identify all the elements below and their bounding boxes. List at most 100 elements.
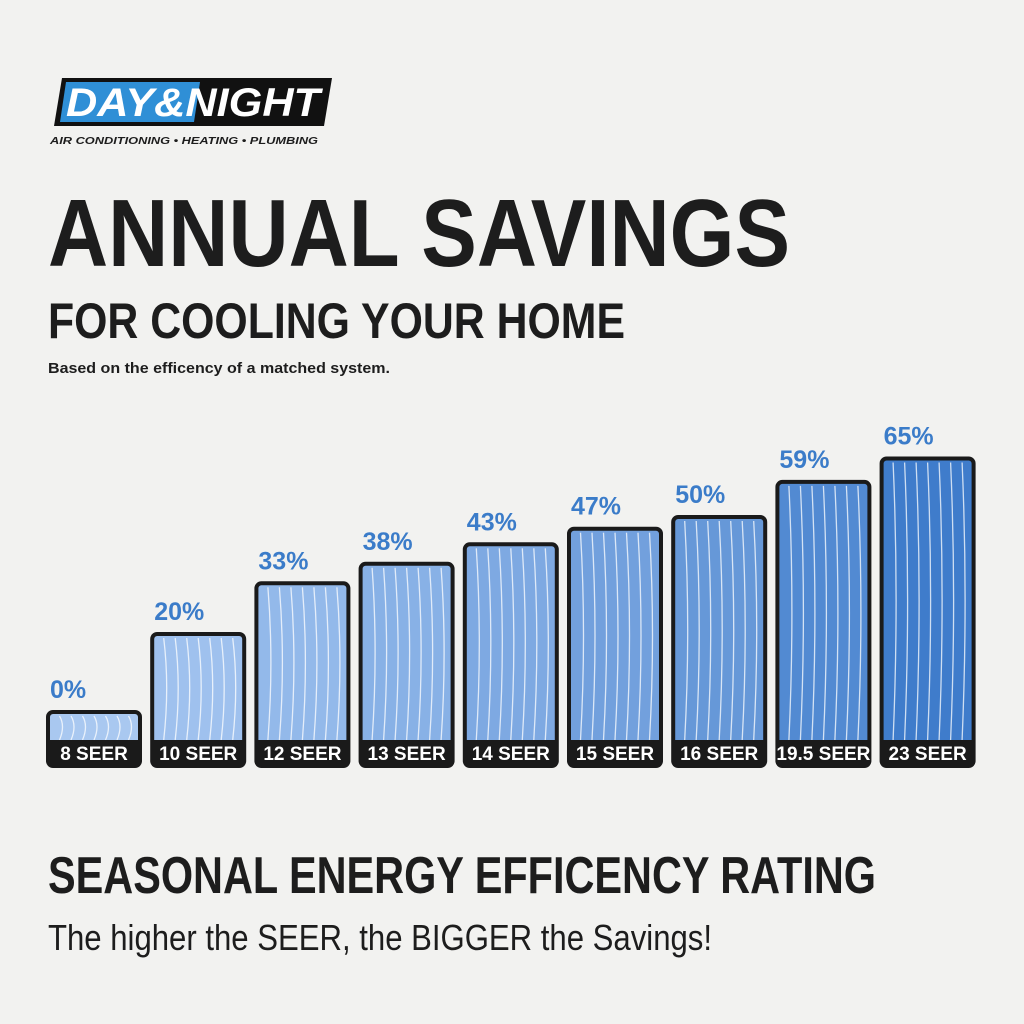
value-label: 20% <box>154 598 204 626</box>
subtitle: FOR COOLING YOUR HOME <box>48 293 625 349</box>
logo-accent <box>60 82 200 122</box>
bar-texture <box>209 637 214 741</box>
bar-texture <box>116 715 121 741</box>
bar-texture <box>220 637 225 741</box>
bar-texture <box>718 520 723 741</box>
bar-texture <box>197 637 202 741</box>
bar-texture <box>915 462 920 741</box>
bar-texture <box>313 587 318 741</box>
bar-texture <box>544 548 549 741</box>
bar-texture <box>440 567 445 741</box>
category-label: 8 SEER <box>60 744 128 765</box>
bar-texture <box>579 532 585 741</box>
bar-texture <box>104 715 110 741</box>
category-strip <box>777 740 870 766</box>
bar-texture <box>58 715 64 741</box>
bar-texture <box>324 587 330 741</box>
footer-title: SEASONAL ENERGY EFFICENCY RATING <box>48 847 876 905</box>
bar <box>879 456 976 768</box>
bar-texture <box>510 548 515 741</box>
bar-texture <box>949 462 955 741</box>
bar-texture <box>487 548 492 741</box>
category-strip <box>673 740 766 766</box>
bar-texture <box>336 587 341 741</box>
bar-texture <box>93 715 98 741</box>
bar-texture <box>892 462 897 741</box>
bar-texture <box>301 587 307 741</box>
category-strip <box>360 740 453 766</box>
logo-name: DAY&NIGHT <box>66 81 324 125</box>
bar-texture <box>498 548 503 741</box>
category-strip <box>152 740 245 766</box>
bar-texture <box>417 567 422 741</box>
bar-texture <box>163 637 168 741</box>
bar <box>775 479 872 768</box>
category-label: 16 SEER <box>680 744 758 765</box>
bar-texture <box>822 485 828 741</box>
bar-texture <box>533 548 538 741</box>
bar-texture <box>625 532 631 741</box>
bar-texture <box>741 520 746 741</box>
bar-texture <box>834 485 839 741</box>
bar-texture <box>290 587 295 741</box>
bar-texture <box>81 715 87 741</box>
bar-texture <box>521 548 526 741</box>
note: Based on the efficency of a matched syst… <box>48 360 390 377</box>
bar-texture <box>475 548 480 741</box>
bar-texture <box>845 485 851 741</box>
category-label: 13 SEER <box>368 744 446 765</box>
bar-texture <box>637 532 642 741</box>
value-label: 47% <box>571 493 621 521</box>
category-label: 15 SEER <box>576 744 654 765</box>
bar-texture <box>591 532 596 741</box>
bar-texture <box>232 637 237 741</box>
bar-chart: 8 SEER 0% 10 SEER 20% 12 SEER 33% 13 SEER 38% 14… <box>46 423 976 769</box>
bar-texture <box>857 485 862 741</box>
bar-texture <box>371 567 376 741</box>
category-strip <box>569 740 661 766</box>
category-label: 10 SEER <box>159 744 237 765</box>
footer-text: The higher the SEER, the BIGGER the Savi… <box>48 917 712 958</box>
bar-texture <box>278 587 284 741</box>
bar-texture <box>799 485 805 741</box>
logo-tagline: AIR CONDITIONING • HEATING • PLUMBING <box>49 136 319 147</box>
category-label: 14 SEER <box>472 744 550 765</box>
bar-texture <box>788 485 793 741</box>
bar-texture <box>70 715 75 741</box>
bar-texture <box>382 567 388 741</box>
category-label: 23 SEER <box>889 744 967 765</box>
category-strip <box>881 740 974 766</box>
value-label: 38% <box>363 528 413 556</box>
bar-texture <box>186 637 191 741</box>
value-label: 33% <box>258 547 308 575</box>
value-label: 50% <box>675 481 725 509</box>
bar-texture <box>648 532 654 741</box>
bar-texture <box>174 637 179 741</box>
category-strip <box>256 740 349 766</box>
value-label: 43% <box>467 508 517 536</box>
bar-texture <box>127 715 133 741</box>
category-strip <box>464 740 557 766</box>
bar-texture <box>405 567 411 741</box>
category-label: 12 SEER <box>263 744 341 765</box>
value-label: 65% <box>884 423 934 451</box>
bar-texture <box>961 462 966 741</box>
bar-texture <box>938 462 943 741</box>
bar-texture <box>428 567 434 741</box>
category-strip <box>48 740 140 766</box>
bar-texture <box>903 462 909 741</box>
value-label: 59% <box>779 446 829 474</box>
category-label: 19.5 SEER <box>776 744 870 765</box>
bar-texture <box>614 532 619 741</box>
bar-texture <box>394 567 399 741</box>
bar-texture <box>811 485 816 741</box>
value-label: 0% <box>50 676 86 704</box>
bar-texture <box>267 587 272 741</box>
bar-texture <box>695 520 700 741</box>
bar-texture <box>926 462 932 741</box>
bar-texture <box>684 520 689 741</box>
bar-texture <box>730 520 735 741</box>
bar-texture <box>753 520 758 741</box>
title: ANNUAL SAVINGS <box>48 180 790 287</box>
bar-texture <box>602 532 608 741</box>
